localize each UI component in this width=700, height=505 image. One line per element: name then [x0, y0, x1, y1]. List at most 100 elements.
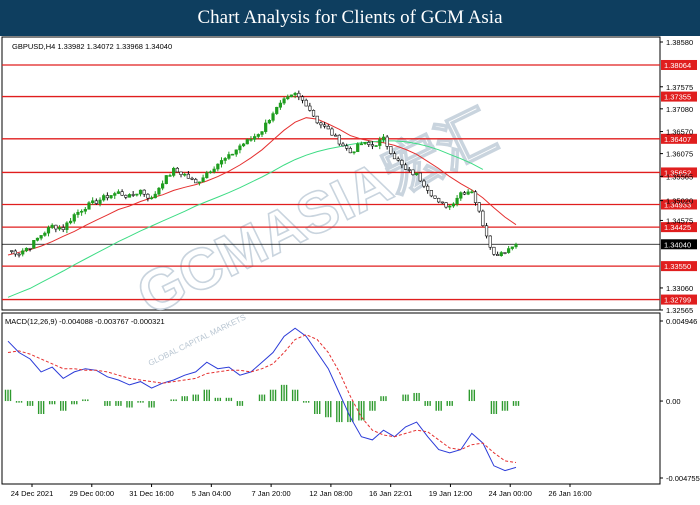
level-label-bg — [661, 199, 697, 210]
candle-body — [466, 191, 470, 195]
time-tick-label: 31 Dec 16:00 — [129, 489, 174, 498]
level-label: 1.33550 — [664, 262, 691, 271]
candle-body — [415, 172, 419, 176]
moving-averages — [7, 117, 517, 298]
level-label: 1.34933 — [664, 200, 691, 209]
candle-body — [32, 240, 36, 249]
candle-body — [455, 197, 459, 205]
candle-body — [437, 198, 441, 203]
candle-body — [76, 211, 80, 215]
candle-body — [499, 252, 503, 257]
time-tick-label: 19 Jan 12:00 — [429, 489, 472, 498]
candle-body — [286, 96, 290, 100]
candle-body — [304, 99, 308, 107]
candle-body — [161, 183, 165, 189]
candle-body — [142, 189, 146, 195]
candle-body — [326, 125, 330, 130]
candle-body — [488, 235, 492, 248]
candle-body — [179, 171, 183, 176]
candle-body — [462, 192, 467, 195]
candle-body — [216, 163, 220, 170]
candle-body — [444, 202, 448, 208]
macd-tick-label: 0.00 — [666, 397, 681, 406]
candle-body — [400, 160, 404, 166]
level-label: 1.32799 — [664, 296, 691, 305]
candle-body — [234, 149, 238, 155]
time-tick-label: 5 Jan 04:00 — [192, 489, 231, 498]
candle-body — [50, 224, 54, 228]
candle-body — [245, 139, 249, 145]
candle-body — [297, 92, 301, 98]
candle-body — [503, 252, 507, 254]
candle-body — [385, 136, 389, 147]
macd-panel: 0.004946 0.00 -0.004755 — [4, 317, 700, 483]
candle-body — [451, 203, 456, 207]
support-resistance-levels: 1.38064 1.37355 1.36407 1.35652 1.34933 1.344… — [2, 59, 697, 305]
candle-body — [448, 205, 452, 208]
candle-body — [46, 227, 51, 234]
candle-body — [308, 105, 312, 111]
level-label: 1.36407 — [664, 135, 691, 144]
candle-body — [186, 173, 190, 179]
candle-body — [105, 195, 109, 199]
candle-body — [98, 199, 102, 204]
candle-body — [35, 237, 40, 241]
chart-area: GCMASIA宏汇 GLOBAL CAPITAL MARKETS 1.38064… — [0, 36, 700, 500]
candle-body — [352, 151, 356, 154]
candle-body — [507, 248, 511, 253]
candle-body — [356, 143, 360, 153]
time-tick-label: 7 Jan 20:00 — [252, 489, 291, 498]
level-label-bg — [661, 294, 697, 305]
price-tick-label: 1.35020 — [666, 197, 693, 206]
price-tick-label: 1.33060 — [666, 284, 693, 293]
candle-body — [172, 167, 176, 176]
level-label-bg — [661, 261, 697, 272]
time-tick-label: 29 Dec 00:00 — [69, 489, 114, 498]
level-label: 1.35652 — [664, 168, 691, 177]
price-axis: 1.38580 1.37575 1.37080 1.36570 1.36075 1.355… — [660, 38, 693, 315]
candle-body — [39, 235, 43, 239]
candle-body — [168, 175, 172, 177]
candle-body — [264, 122, 268, 132]
level-label-bg — [661, 59, 697, 70]
candle-body — [24, 247, 29, 252]
candle-body — [102, 195, 106, 201]
candle-body — [322, 124, 327, 127]
price-tick-label: 1.37080 — [666, 105, 693, 114]
candle-body — [433, 195, 437, 199]
price-tick-label: 1.36570 — [666, 128, 693, 137]
candle-body — [253, 136, 257, 140]
candle-body — [197, 181, 202, 184]
chart-svg: GCMASIA宏汇 GLOBAL CAPITAL MARKETS 1.38064… — [1, 36, 700, 498]
candle-body — [510, 246, 514, 249]
level-label-bg — [661, 167, 697, 178]
candle-body — [256, 134, 260, 137]
candle-body — [194, 179, 198, 184]
level-label-bg — [661, 133, 697, 144]
candle-body — [282, 98, 286, 104]
candle-body — [17, 253, 21, 256]
page-title: Chart Analysis for Clients of GCM Asia — [0, 0, 700, 36]
candle-body — [113, 193, 117, 196]
candle-body — [403, 164, 408, 170]
main-panel-border — [1, 36, 661, 311]
candle-body — [300, 96, 305, 101]
ma-slow-line — [7, 140, 484, 298]
macd-line — [7, 327, 517, 472]
candle-body — [495, 254, 500, 257]
candle-body — [54, 224, 58, 230]
candle-body — [205, 172, 209, 179]
price-tick-label: 1.36075 — [666, 150, 693, 159]
candle-body — [208, 171, 213, 174]
candle-body — [422, 180, 426, 187]
candle-body — [68, 220, 73, 224]
macd-title: MACD(12,26,9) -0.004088 -0.003767 -0.000… — [5, 317, 165, 326]
time-axis: 24 Dec 2021 29 Dec 00:00 31 Dec 16:00 5 Jan… — [11, 484, 592, 498]
candle-body — [374, 145, 378, 147]
candle-body — [131, 194, 135, 196]
main-chart-title: GBPUSD,H4 1.33982 1.34072 1.33968 1.3404… — [12, 42, 172, 51]
candle-body — [473, 191, 478, 203]
candle-body — [91, 200, 95, 204]
candle-body — [149, 197, 154, 200]
candle-body — [146, 193, 150, 199]
